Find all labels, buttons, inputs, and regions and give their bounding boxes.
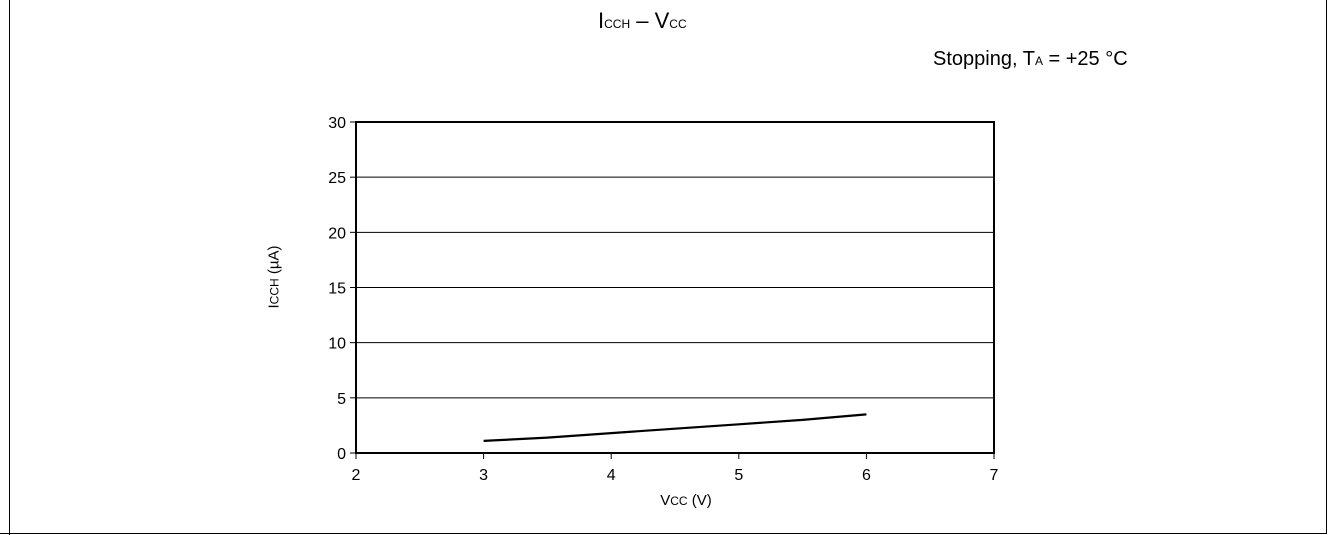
x-tick-label-5: 5 bbox=[734, 467, 743, 484]
x-tick-label-3: 3 bbox=[479, 467, 488, 484]
plot-border bbox=[355, 121, 995, 454]
y-tick-label-20: 20 bbox=[328, 225, 346, 242]
series-line-0 bbox=[483, 413, 867, 442]
x-axis-label: VCC (V) bbox=[660, 492, 712, 509]
x-tick-label-7: 7 bbox=[990, 467, 999, 484]
y-tick-label-0: 0 bbox=[337, 446, 346, 463]
y-tick-label-15: 15 bbox=[328, 281, 346, 298]
y-tick-label-10: 10 bbox=[328, 336, 346, 353]
chart-title: ICCH – VCC bbox=[598, 8, 687, 33]
y-tick-label-5: 5 bbox=[337, 391, 346, 408]
y-tick-label-30: 30 bbox=[328, 115, 346, 132]
page-left-border bbox=[9, 0, 10, 535]
x-tick-label-4: 4 bbox=[607, 467, 616, 484]
x-tick-label-2: 2 bbox=[352, 467, 361, 484]
chart-condition: Stopping, TA = +25 °C bbox=[933, 48, 1128, 70]
x-tick-label-6: 6 bbox=[862, 467, 871, 484]
y-tick-label-25: 25 bbox=[328, 170, 346, 187]
